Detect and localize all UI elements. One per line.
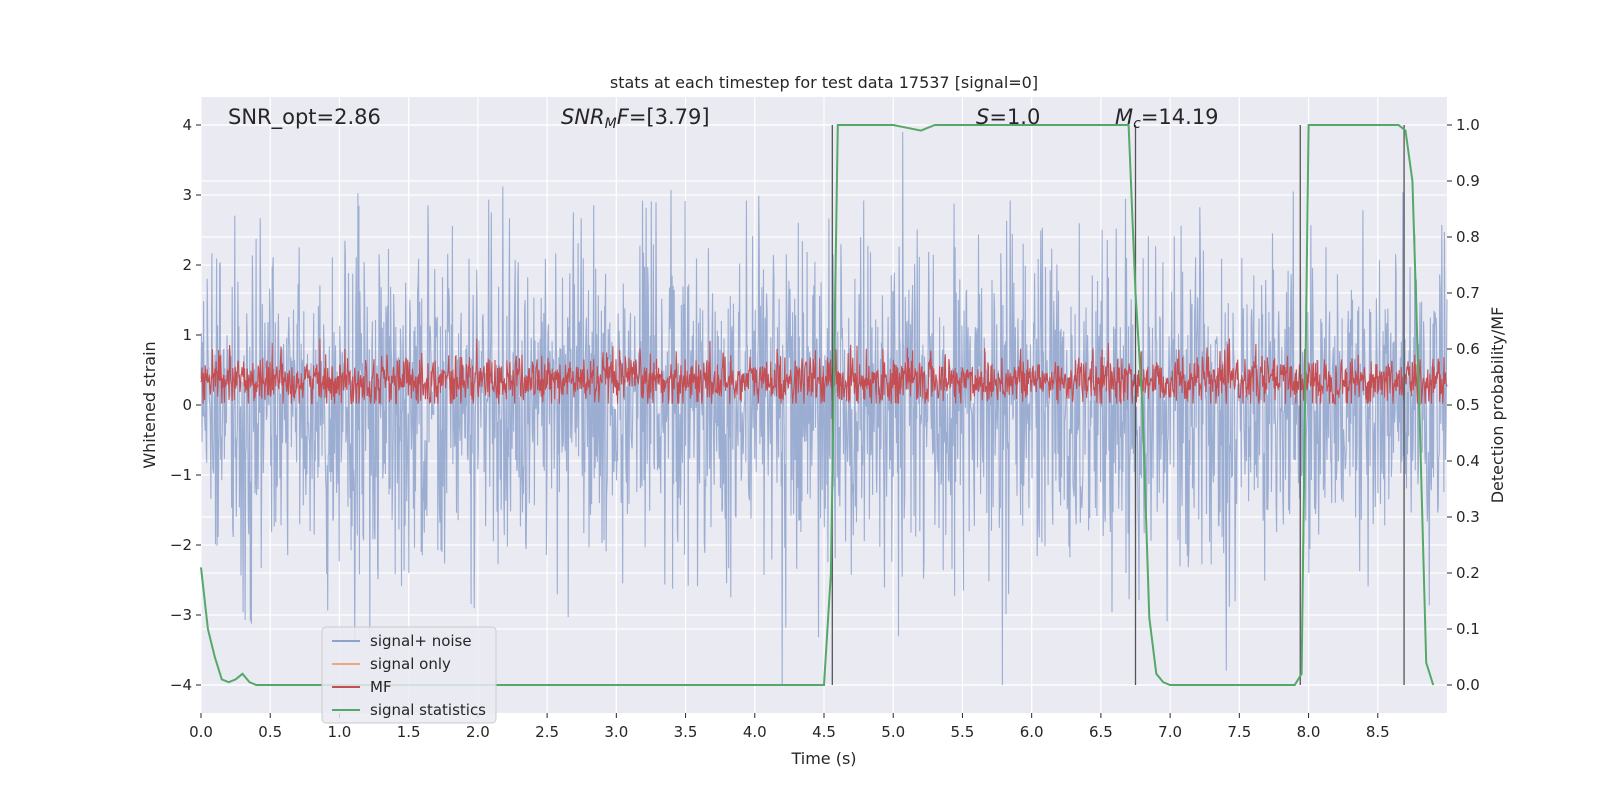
x-tick-label: 3.0 (604, 723, 628, 741)
y-tick-label: −1 (170, 466, 192, 484)
y-tick-label: 1 (182, 326, 192, 344)
x-tick-label: 8.5 (1366, 723, 1390, 741)
mf-series (200, 338, 1448, 406)
x-axis-label: Time (s) (790, 749, 856, 768)
y2-tick-label: 0.0 (1456, 676, 1480, 694)
x-tick-label: 6.5 (1089, 723, 1113, 741)
mf-line (200, 338, 1448, 406)
signal-statistics-line (200, 124, 1435, 686)
annotation-snr-opt: SNR_opt=2.86 (228, 105, 381, 130)
x-tick-label: 8.0 (1297, 723, 1321, 741)
x-tick-label: 2.0 (466, 723, 490, 741)
y-tick-label: −2 (170, 536, 192, 554)
y-tick-label: 3 (182, 186, 192, 204)
x-tick-label: 1.0 (328, 723, 352, 741)
x-tick-label: 5.0 (881, 723, 905, 741)
y2-tick-label: 0.2 (1456, 564, 1480, 582)
chart-title: stats at each timestep for test data 175… (610, 73, 1038, 92)
y-tick-label: 4 (182, 116, 192, 134)
x-tick-label: 5.5 (951, 723, 975, 741)
signal-noise-series (200, 131, 1448, 686)
x-tick-label: 3.5 (674, 723, 698, 741)
y2-tick-label: 0.7 (1456, 284, 1480, 302)
y-axis-label: Whitened strain (140, 341, 159, 468)
vertical-markers (831, 125, 1405, 685)
y2-axis-label: Detection probability/MF (1488, 307, 1507, 504)
annotation-mc: Mc=14.19 (1115, 105, 1219, 132)
y2-tick-label: 0.6 (1456, 340, 1480, 358)
x-tick-label: 6.0 (1020, 723, 1044, 741)
x-tick-label: 2.5 (535, 723, 559, 741)
y-tick-label: 2 (182, 256, 192, 274)
legend-label-signal-statistics: signal statistics (370, 701, 486, 719)
x-axis-ticks: 0.0 0.5 1.0 1.5 2.0 2.5 3.0 3.5 4.0 4.5 5.0 5.5 6.0 6… (189, 713, 1390, 741)
y2-tick-label: 0.8 (1456, 228, 1480, 246)
y2-tick-label: 1.0 (1456, 116, 1480, 134)
legend-label-signal-only: signal only (370, 655, 451, 673)
legend-box (321, 626, 497, 724)
y-tick-label: 0 (182, 396, 192, 414)
y2-axis-ticks: 0.0 0.1 0.2 0.3 0.4 0.5 0.6 0.7 0.8 0.9 1.0 (1447, 116, 1480, 694)
x-tick-label: 0.0 (189, 723, 213, 741)
signal-statistics-series (200, 124, 1435, 686)
y-tick-label: −3 (170, 606, 192, 624)
legend-label-signal-noise: signal+ noise (370, 632, 472, 650)
signal-noise-line (200, 131, 1448, 686)
y-axis-ticks: −4 −3 −2 −1 0 1 2 3 4 (170, 116, 201, 694)
y2-tick-label: 0.1 (1456, 620, 1480, 638)
legend: signal+ noise signal only MF signal stat… (321, 626, 497, 724)
x-tick-label: 0.5 (258, 723, 282, 741)
annotation-snr-mf: SNRMF=[3.79] (561, 105, 710, 132)
y2-tick-label: 0.5 (1456, 396, 1480, 414)
x-tick-label: 7.5 (1227, 723, 1251, 741)
y-tick-label: −4 (170, 676, 192, 694)
x-tick-label: 4.5 (812, 723, 836, 741)
annotation-s: S=1.0 (976, 105, 1040, 129)
y2-tick-label: 0.3 (1456, 508, 1480, 526)
x-tick-label: 1.5 (397, 723, 421, 741)
y2-tick-label: 0.4 (1456, 452, 1480, 470)
x-tick-label: 7.0 (1158, 723, 1182, 741)
y2-tick-label: 0.9 (1456, 172, 1480, 190)
legend-label-mf: MF (370, 678, 392, 696)
x-tick-label: 4.0 (743, 723, 767, 741)
